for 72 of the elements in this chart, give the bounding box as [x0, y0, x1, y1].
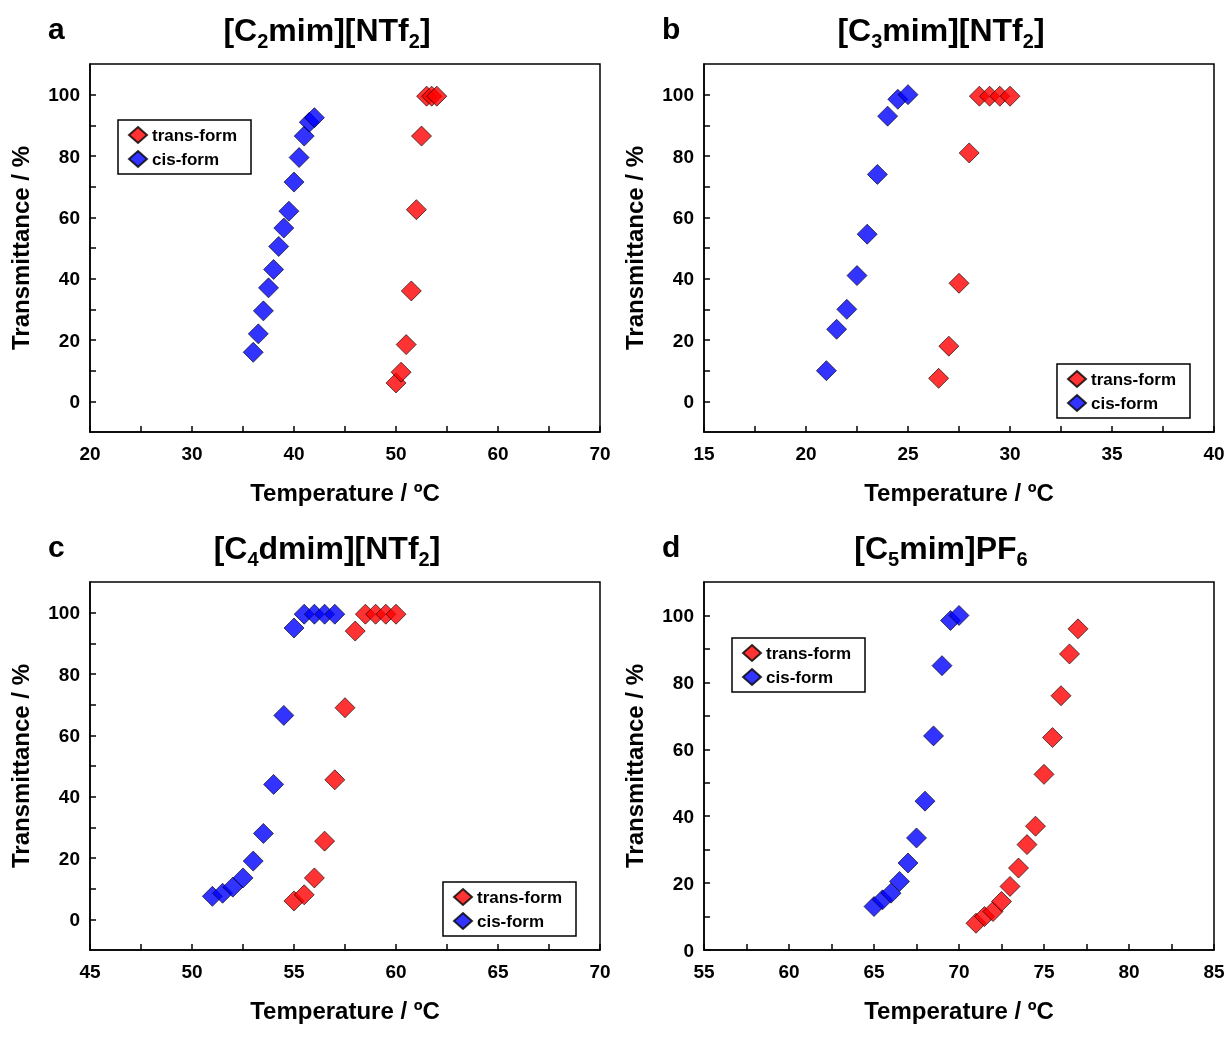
y-tick-label: 20 — [58, 329, 80, 351]
y-axis-title: Transmittance / % — [620, 663, 648, 869]
legend-label: trans-form — [476, 887, 563, 907]
y-tick-label: 100 — [662, 604, 694, 626]
y-tick-label: 100 — [662, 84, 694, 106]
x-axis-title: Temperature / ºC — [864, 478, 1054, 506]
x-axis-title: Temperature / ºC — [864, 996, 1054, 1024]
legend-label: cis-form — [476, 911, 545, 931]
x-tick-label: 40 — [283, 443, 305, 464]
y-tick-label: 20 — [672, 329, 694, 351]
chart-title: [C$_{2}$mim][NTf$_{2}$] — [223, 12, 431, 53]
x-tick-label: 20 — [795, 443, 817, 464]
y-tick-label: 0 — [683, 939, 694, 961]
x-tick-label: 65 — [487, 961, 509, 982]
x-tick-label: 80 — [1118, 961, 1140, 982]
y-tick-label: 100 — [48, 84, 80, 106]
chart-title: [C$_{5}$mim]PF$_{6}$ — [854, 530, 1028, 571]
x-tick-label: 15 — [693, 443, 715, 464]
chart-title: [C$_{3}$mim][NTf$_{2}$] — [837, 12, 1045, 53]
x-tick-label: 50 — [385, 443, 407, 464]
x-tick-label: 70 — [589, 443, 611, 464]
y-tick-label: 40 — [672, 805, 694, 827]
x-tick-label: 85 — [1203, 961, 1225, 982]
x-tick-label: 55 — [283, 961, 305, 982]
y-tick-label: 0 — [69, 908, 80, 930]
x-tick-label: 30 — [999, 443, 1021, 464]
y-tick-label: 40 — [672, 268, 694, 290]
legend-label: trans-form — [766, 643, 852, 663]
text: b — [662, 12, 681, 46]
legend-label: cis-form — [766, 667, 834, 687]
y-tick-label: 20 — [58, 847, 80, 869]
legend-label: trans-form — [1090, 369, 1177, 389]
legend-label: cis-form — [1090, 393, 1159, 413]
x-tick-label: 45 — [79, 961, 101, 982]
y-tick-label: 80 — [58, 145, 80, 167]
y-tick-label: 80 — [672, 671, 694, 693]
y-axis-title: Transmittance / % — [620, 145, 648, 351]
legend-label: cis-form — [152, 149, 220, 169]
y-tick-label: 0 — [69, 390, 80, 412]
x-tick-label: 30 — [181, 443, 203, 464]
x-tick-label: 40 — [1203, 443, 1225, 464]
y-tick-label: 60 — [58, 724, 80, 746]
legend-label: trans-form — [152, 125, 238, 145]
x-tick-label: 70 — [589, 961, 611, 982]
x-tick-label: 60 — [487, 443, 509, 464]
x-tick-label: 55 — [693, 961, 715, 982]
y-tick-label: 60 — [672, 206, 694, 228]
text: c — [48, 530, 65, 564]
x-tick-label: 75 — [1033, 961, 1055, 982]
y-axis-title: Transmittance / % — [6, 663, 34, 869]
y-tick-label: 40 — [58, 786, 80, 808]
text: d — [662, 530, 681, 564]
y-axis-title: Transmittance / % — [6, 145, 34, 351]
x-tick-label: 70 — [948, 961, 970, 982]
text: a — [48, 12, 65, 46]
y-tick-label: 60 — [58, 206, 80, 228]
y-tick-label: 20 — [672, 872, 694, 894]
y-tick-label: 80 — [672, 145, 694, 167]
x-axis-title: Temperature / ºC — [250, 478, 440, 506]
y-tick-label: 80 — [58, 663, 80, 685]
y-tick-label: 40 — [58, 268, 80, 290]
y-tick-label: 60 — [672, 738, 694, 760]
y-tick-label: 0 — [683, 390, 694, 412]
x-tick-label: 50 — [181, 961, 203, 982]
x-tick-label: 60 — [778, 961, 800, 982]
x-tick-label: 35 — [1101, 443, 1123, 464]
y-tick-label: 100 — [48, 602, 80, 624]
x-tick-label: 65 — [863, 961, 885, 982]
x-axis-title: Temperature / ºC — [250, 996, 440, 1024]
x-tick-label: 25 — [897, 443, 919, 464]
x-tick-label: 60 — [385, 961, 407, 982]
chart-title: [C$_{4}$dmim][NTf$_{2}$] — [213, 530, 441, 571]
